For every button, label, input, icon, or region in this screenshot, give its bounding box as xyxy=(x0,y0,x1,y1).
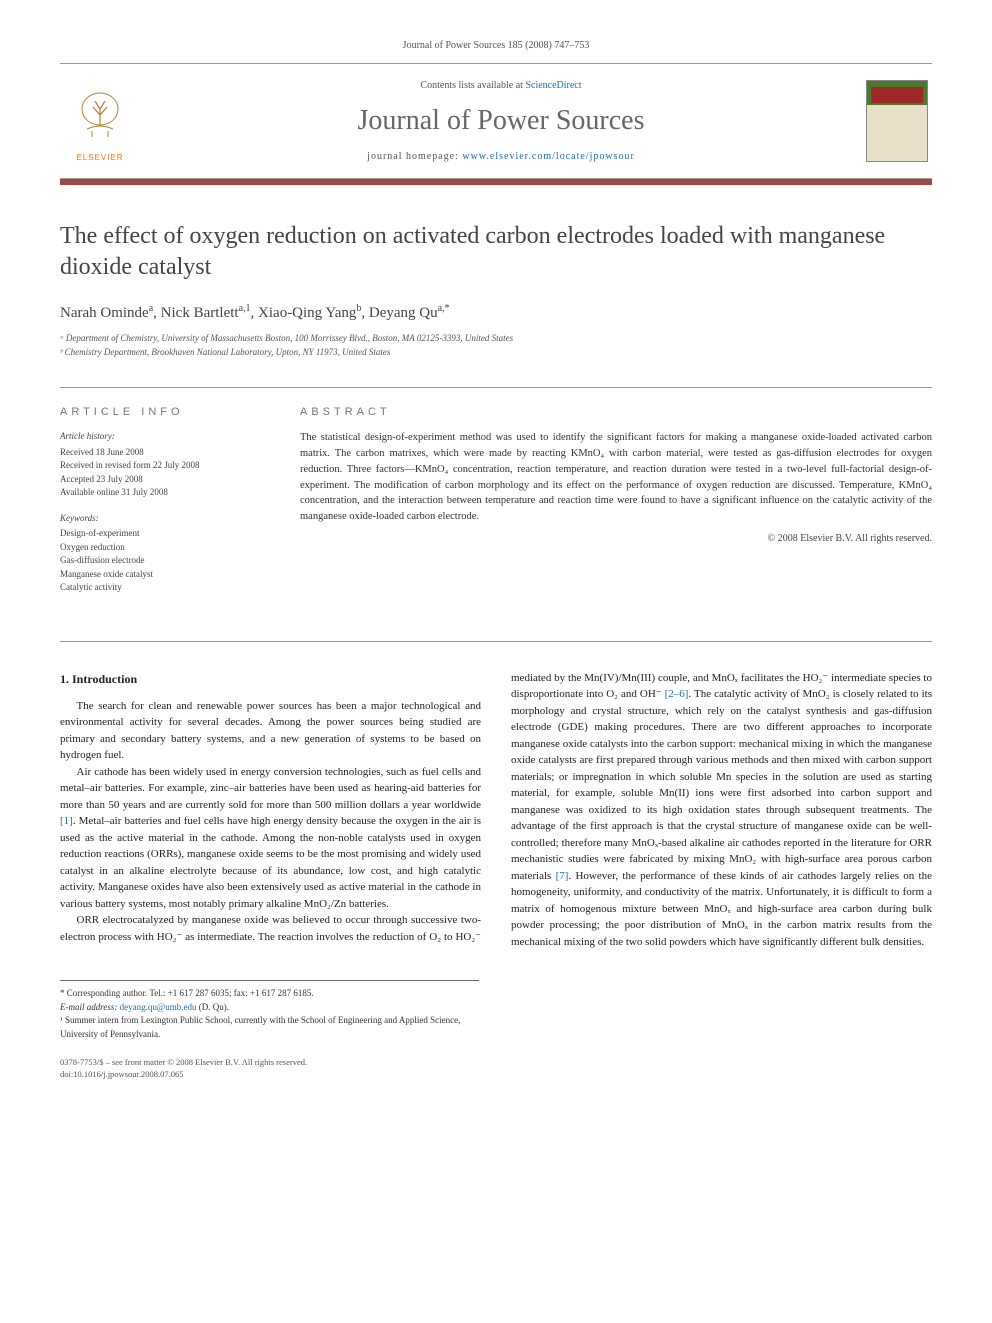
issn-copyright-line: 0378-7753/$ – see front matter © 2008 El… xyxy=(60,1057,932,1069)
email-line: E-mail address: deyang.qu@umb.edu (D. Qu… xyxy=(60,1001,479,1015)
p3-text-b: . The catalytic activity of MnO₂ is clos… xyxy=(511,688,932,882)
journal-title: Journal of Power Sources xyxy=(140,105,862,137)
publisher-logo-block: ELSEVIER xyxy=(60,81,140,162)
page-footer: 0378-7753/$ – see front matter © 2008 El… xyxy=(60,1057,932,1081)
email-suffix: (D. Qu). xyxy=(196,1002,229,1012)
email-label: E-mail address: xyxy=(60,1002,120,1012)
section-heading-introduction: 1. Introduction xyxy=(60,670,481,688)
p2-text-b: . Metal–air batteries and fuel cells hav… xyxy=(60,815,481,910)
abstract-copyright: © 2008 Elsevier B.V. All rights reserved… xyxy=(300,533,932,544)
history-online: Available online 31 July 2008 xyxy=(60,486,260,500)
citation-link-7[interactable]: [7] xyxy=(556,870,569,882)
publisher-name: ELSEVIER xyxy=(76,153,123,162)
journal-cover-icon xyxy=(866,80,928,162)
history-accepted: Accepted 23 July 2008 xyxy=(60,473,260,487)
article-body: 1. Introduction The search for clean and… xyxy=(60,670,932,951)
accent-bar xyxy=(60,179,932,185)
history-received: Received 18 June 2008 xyxy=(60,446,260,460)
contents-prefix: Contents lists available at xyxy=(420,80,525,91)
article-info-header: article info xyxy=(60,406,260,418)
author-list: Narah Omindea, Nick Bartletta,1, Xiao-Qi… xyxy=(60,303,932,322)
affiliation-a: ᵃ Department of Chemistry, University of… xyxy=(60,332,932,346)
sciencedirect-link[interactable]: ScienceDirect xyxy=(525,80,581,91)
keyword-3: Gas-diffusion electrode xyxy=(60,554,260,568)
history-label: Article history: xyxy=(60,430,260,444)
elsevier-tree-icon xyxy=(70,81,130,151)
intro-paragraph-2: Air cathode has been widely used in ener… xyxy=(60,764,481,913)
abstract-column: abstract The statistical design-of-exper… xyxy=(300,406,932,607)
history-revised: Received in revised form 22 July 2008 xyxy=(60,459,260,473)
doi-line: doi:10.1016/j.jpowsour.2008.07.065 xyxy=(60,1069,932,1081)
article-history-block: Article history: Received 18 June 2008 R… xyxy=(60,430,260,500)
intro-paragraph-1: The search for clean and renewable power… xyxy=(60,698,481,764)
info-abstract-row: article info Article history: Received 1… xyxy=(60,387,932,607)
p2-text-a: Air cathode has been widely used in ener… xyxy=(60,766,481,811)
keywords-block: Keywords: Design-of-experiment Oxygen re… xyxy=(60,512,260,595)
journal-homepage-line: journal homepage: www.elsevier.com/locat… xyxy=(140,151,862,162)
author-email-link[interactable]: deyang.qu@umb.edu xyxy=(120,1002,197,1012)
keyword-5: Catalytic activity xyxy=(60,581,260,595)
citation-link-2-6[interactable]: [2–6] xyxy=(665,688,689,700)
affiliation-b: ᵇ Chemistry Department, Brookhaven Natio… xyxy=(60,346,932,360)
footnotes: * Corresponding author. Tel.: +1 617 287… xyxy=(60,980,479,1041)
journal-header: ELSEVIER Contents lists available at Sci… xyxy=(60,63,932,179)
article-title: The effect of oxygen reduction on activa… xyxy=(60,221,932,283)
keywords-label: Keywords: xyxy=(60,512,260,526)
cover-thumbnail-block xyxy=(862,76,932,166)
footnote-1: ¹ Summer intern from Lexington Public Sc… xyxy=(60,1014,479,1041)
article-info-column: article info Article history: Received 1… xyxy=(60,406,260,607)
keyword-2: Oxygen reduction xyxy=(60,541,260,555)
abstract-header: abstract xyxy=(300,406,932,418)
journal-homepage-link[interactable]: www.elsevier.com/locate/jpowsour xyxy=(462,151,634,162)
contents-available-line: Contents lists available at ScienceDirec… xyxy=(140,80,862,91)
section-divider xyxy=(60,641,932,642)
keyword-4: Manganese oxide catalyst xyxy=(60,568,260,582)
citation-link-1[interactable]: [1] xyxy=(60,815,73,827)
header-center: Contents lists available at ScienceDirec… xyxy=(140,80,862,162)
affiliations: ᵃ Department of Chemistry, University of… xyxy=(60,332,932,359)
abstract-text: The statistical design-of-experiment met… xyxy=(300,430,932,525)
keyword-1: Design-of-experiment xyxy=(60,527,260,541)
corresponding-author-note: * Corresponding author. Tel.: +1 617 287… xyxy=(60,987,479,1001)
p3-text-c: . However, the performance of these kind… xyxy=(511,870,932,948)
homepage-prefix: journal homepage: xyxy=(367,151,462,162)
journal-reference: Journal of Power Sources 185 (2008) 747–… xyxy=(60,40,932,51)
